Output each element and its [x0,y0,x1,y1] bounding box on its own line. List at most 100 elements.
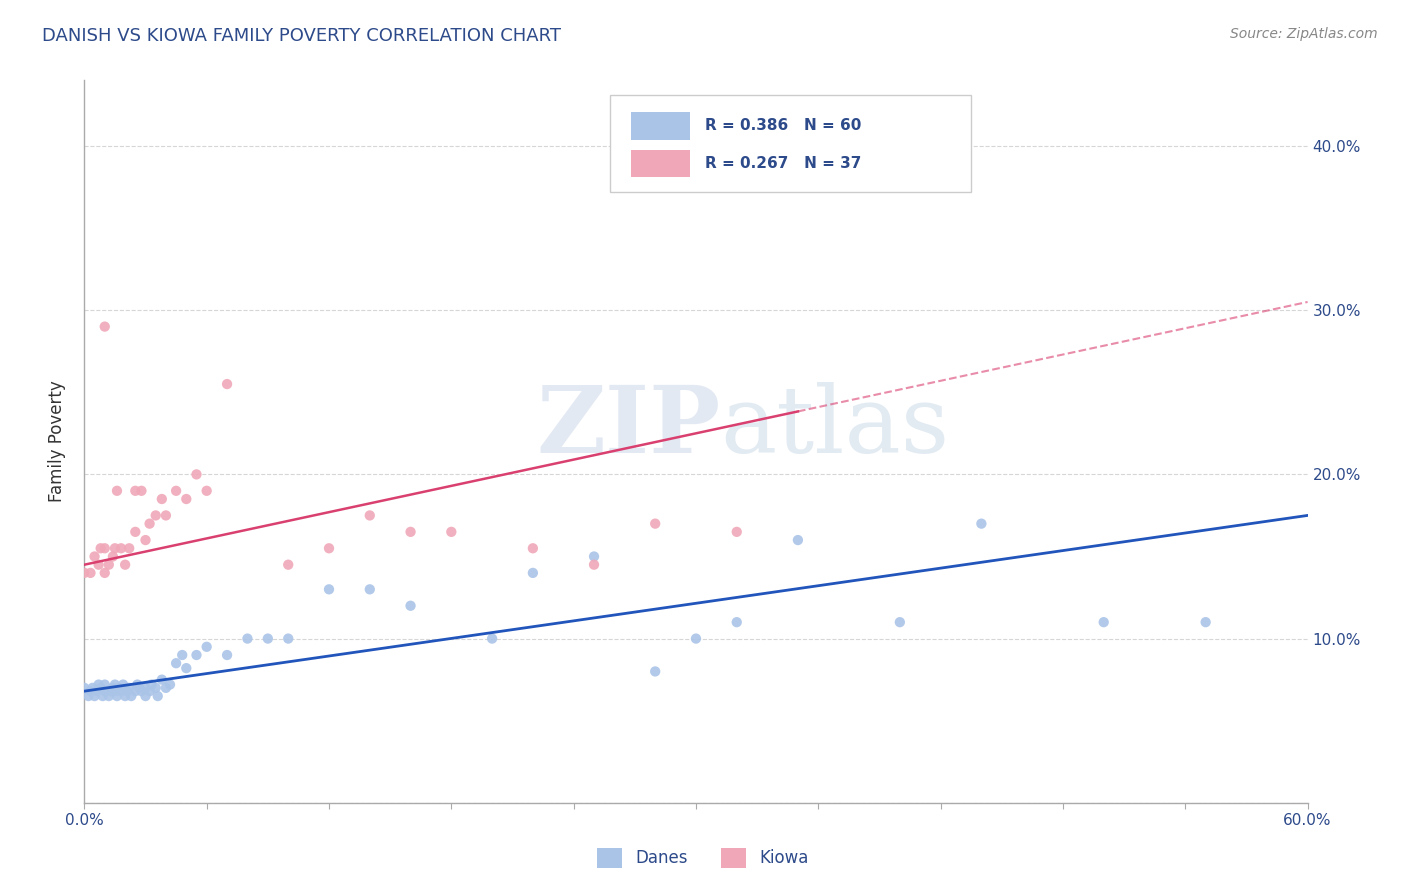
Point [145,681,167,695]
Point [970,516,993,531]
Point [359,508,381,523]
Point [186,467,208,482]
Point [104,684,127,698]
Legend: Danes, Kiowa: Danes, Kiowa [591,841,815,875]
Point [83,689,105,703]
Point [114,689,136,703]
Point [277,632,299,646]
Point [150,673,173,687]
Point [138,684,160,698]
Text: DANISH VS KIOWA FAMILY POVERTY CORRELATION CHART: DANISH VS KIOWA FAMILY POVERTY CORRELATI… [42,27,561,45]
Point [93,677,115,691]
Point [104,677,127,691]
Point [93,541,115,556]
Point [104,541,127,556]
Point [90,541,112,556]
Point [174,491,197,506]
Point [440,524,463,539]
Point [127,677,149,691]
Point [135,689,157,703]
Point [236,632,259,646]
Text: ZIP: ZIP [536,382,720,472]
Point [83,549,105,564]
Point [155,508,177,523]
Point [73,566,96,580]
Point [93,319,115,334]
Point [118,541,141,556]
Point [318,582,340,597]
Point [644,516,666,531]
Point [165,657,187,671]
Point [217,648,239,662]
Point [105,483,128,498]
Point [172,648,194,662]
Point [195,483,218,498]
Point [97,689,120,703]
Point [725,524,748,539]
Point [141,677,163,691]
Text: R = 0.267   N = 37: R = 0.267 N = 37 [704,156,860,171]
Point [87,677,110,691]
Point [120,689,142,703]
Text: R = 0.386   N = 60: R = 0.386 N = 60 [704,119,860,133]
FancyBboxPatch shape [631,150,690,178]
Point [583,549,606,564]
Point [97,558,120,572]
Point [77,689,100,703]
Point [399,524,422,539]
Point [91,689,114,703]
Point [110,541,132,556]
Point [399,599,422,613]
Point [86,684,108,698]
Point [725,615,748,630]
Point [115,684,138,698]
Point [112,677,135,691]
Point [124,684,146,698]
Point [87,558,110,572]
Point [145,508,167,523]
FancyBboxPatch shape [631,112,690,139]
Point [174,661,197,675]
Text: atlas: atlas [720,382,949,472]
Point [787,533,810,547]
Point [135,681,157,695]
Point [128,681,150,695]
Point [93,684,115,698]
Point [481,632,503,646]
Point [1195,615,1218,630]
Point [359,582,381,597]
Point [114,558,136,572]
Point [131,483,153,498]
Point [257,632,280,646]
Point [108,681,131,695]
Point [522,566,544,580]
Point [100,684,122,698]
Point [155,681,177,695]
Point [186,648,208,662]
Point [146,689,169,703]
Point [685,632,707,646]
Point [583,558,606,572]
Point [82,681,104,695]
Point [124,524,146,539]
Point [318,541,340,556]
FancyBboxPatch shape [610,95,972,193]
Point [73,681,96,695]
Text: Source: ZipAtlas.com: Source: ZipAtlas.com [1230,27,1378,41]
Point [105,689,128,703]
Point [1092,615,1115,630]
Y-axis label: Family Poverty: Family Poverty [48,381,66,502]
Point [79,566,101,580]
Point [277,558,299,572]
Point [165,483,187,498]
Point [135,533,157,547]
Point [138,516,160,531]
Point [79,684,101,698]
Point [118,681,141,695]
Point [101,681,124,695]
Point [150,491,173,506]
Point [110,684,132,698]
Point [93,566,115,580]
Point [195,640,218,654]
Point [644,665,666,679]
